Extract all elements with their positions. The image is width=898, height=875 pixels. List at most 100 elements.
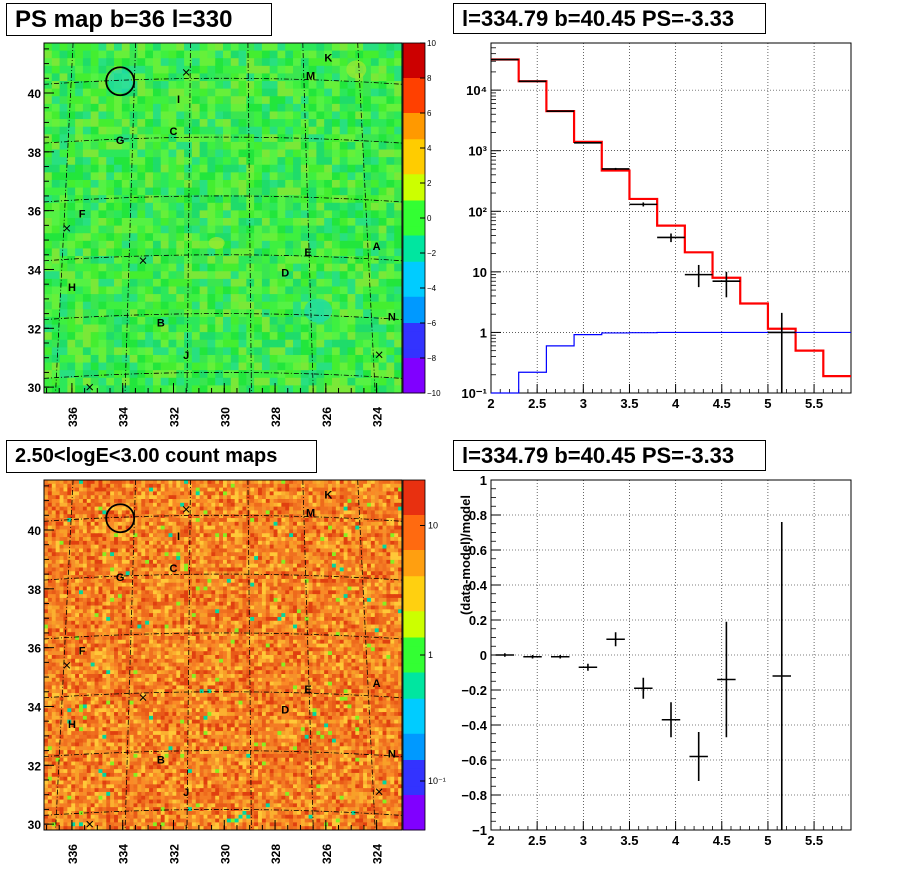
map-pixel — [246, 202, 255, 211]
map-pixel — [355, 271, 364, 280]
map-pixel — [184, 347, 193, 356]
map-pixel — [285, 332, 294, 341]
map-pixel — [82, 499, 88, 504]
map-pixel — [207, 58, 216, 67]
map-pixel — [285, 164, 294, 173]
map-pixel — [370, 499, 376, 504]
map-pixel — [304, 578, 310, 584]
map-pixel — [242, 563, 247, 568]
map-pixel — [331, 111, 341, 120]
map-pixel — [281, 483, 286, 488]
map-pixel — [394, 339, 403, 348]
map-pixel — [316, 43, 325, 52]
map-pixel — [363, 533, 368, 538]
map-pixel — [277, 370, 286, 379]
map-pixel — [79, 491, 84, 496]
map-pixel — [137, 491, 142, 496]
map-pixel — [293, 172, 302, 181]
map-pixel — [312, 548, 317, 553]
map-pixel — [86, 525, 92, 530]
map-pixel — [160, 548, 166, 553]
map-pixel — [215, 286, 224, 295]
map-pixel — [51, 499, 57, 504]
map-pixel — [246, 480, 251, 485]
map-pixel — [160, 559, 166, 565]
map-pixel — [285, 502, 290, 508]
map-pixel — [156, 480, 162, 485]
map-pixel — [343, 514, 348, 519]
map-pixel — [117, 499, 123, 504]
map-pixel — [366, 540, 372, 546]
map-pixel — [67, 499, 72, 504]
map-pixel — [152, 487, 158, 492]
map-pixel — [51, 195, 60, 204]
map-pixel — [44, 157, 53, 166]
map-pixel — [285, 73, 294, 82]
map-pixel — [67, 134, 76, 143]
map-pixel — [331, 347, 341, 356]
map-pixel — [390, 563, 395, 568]
map-pixel — [59, 149, 68, 158]
map-pixel — [117, 571, 123, 576]
map-pixel — [172, 548, 177, 553]
map-pixel — [293, 533, 298, 538]
map-pixel — [129, 510, 134, 515]
map-pixel — [254, 103, 263, 112]
map-pixel — [277, 483, 282, 488]
map-pixel — [300, 286, 310, 295]
map-pixel — [304, 567, 310, 572]
map-pixel — [316, 256, 325, 265]
map-pixel — [71, 510, 76, 515]
map-pixel — [82, 571, 88, 576]
map-pixel — [293, 499, 298, 504]
map-pixel — [110, 544, 115, 549]
map-pixel — [191, 141, 201, 150]
map-pixel — [149, 502, 154, 508]
map-pixel — [184, 43, 193, 52]
map-pixel — [44, 172, 53, 181]
map-pixel — [273, 563, 278, 568]
residual-plot-title: l=334.79 b=40.45 PS=-3.33 — [453, 440, 766, 471]
map-pixel — [285, 499, 290, 504]
map-pixel — [191, 552, 197, 557]
map-pixel — [137, 544, 142, 549]
map-pixel — [156, 499, 162, 504]
map-pixel — [75, 309, 84, 318]
map-pixel — [114, 491, 119, 496]
map-pixel — [394, 502, 399, 508]
map-pixel — [359, 559, 364, 565]
map-pixel — [285, 309, 294, 318]
map-pixel — [67, 256, 76, 265]
map-pixel — [106, 195, 115, 204]
map-pixel — [207, 491, 212, 496]
map-pixel — [370, 256, 380, 265]
map-pixel — [238, 347, 247, 356]
map-pixel — [246, 578, 251, 584]
map-pixel — [90, 65, 99, 74]
map-pixel — [203, 483, 208, 488]
map-pixel — [370, 210, 380, 219]
colorbar-tick-label: 0 — [427, 214, 432, 223]
map-pixel — [184, 88, 193, 97]
map-pixel — [289, 510, 294, 515]
map-pixel — [90, 377, 99, 386]
map-pixel — [285, 540, 290, 546]
map-pixel — [199, 278, 208, 287]
map-pixel — [331, 514, 337, 519]
map-pixel — [238, 248, 247, 257]
map-pixel — [203, 533, 208, 538]
map-pixel — [386, 575, 391, 580]
map-pixel — [156, 510, 162, 515]
map-pixel — [261, 370, 271, 379]
map-pixel — [199, 141, 208, 150]
map-pixel — [304, 483, 310, 488]
map-pixel — [125, 582, 131, 587]
map-pixel — [234, 495, 239, 500]
map-pixel — [246, 134, 255, 143]
map-pixel — [215, 294, 224, 303]
map-pixel — [199, 126, 208, 135]
map-pixel — [172, 578, 177, 584]
map-pixel — [277, 286, 286, 295]
map-pixel — [261, 575, 267, 580]
